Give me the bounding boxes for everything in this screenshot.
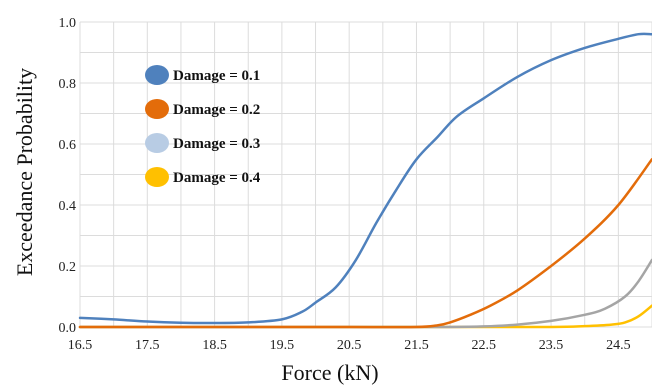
x-tick-label: 24.5 [606,338,631,353]
legend-marker [145,99,169,119]
legend-marker [145,133,169,153]
x-tick-label: 21.5 [404,338,429,353]
y-axis-title: Exceedance Probability [12,68,37,276]
x-tick-label: 22.5 [472,338,497,353]
x-tick-label: 23.5 [539,338,564,353]
x-axis-title: Force (kN) [281,360,378,385]
legend-label: Damage = 0.1 [173,68,260,84]
legend: Damage = 0.1 Damage = 0.2 Damage = 0.3 Dama… [145,65,261,187]
series-line [78,158,652,329]
y-tick-label: 0.8 [59,77,77,92]
y-tick-label: 0.2 [59,260,77,275]
legend-label: Damage = 0.2 [173,102,260,118]
y-tick-label: 1.0 [59,16,77,31]
series-lines [78,32,652,329]
legend-label: Damage = 0.4 [173,170,261,186]
x-tick-label: 20.5 [337,338,362,353]
x-tick-label: 17.5 [135,338,160,353]
x-tick-label: 18.5 [202,338,227,353]
legend-label: Damage = 0.3 [173,136,260,152]
series-line [78,32,652,325]
y-tick-label: 0.6 [59,138,77,153]
x-tick-label: 16.5 [68,338,93,353]
legend-marker [145,167,169,187]
legend-marker [145,65,169,85]
y-tick-label: 0.4 [59,199,77,214]
x-tick-label: 19.5 [270,338,295,353]
y-tick-label: 0.0 [59,321,77,336]
tick-labels: 16.5 17.5 18.5 19.5 20.5 21.5 22.5 23.5 24.5 0.0 0… [59,16,631,353]
